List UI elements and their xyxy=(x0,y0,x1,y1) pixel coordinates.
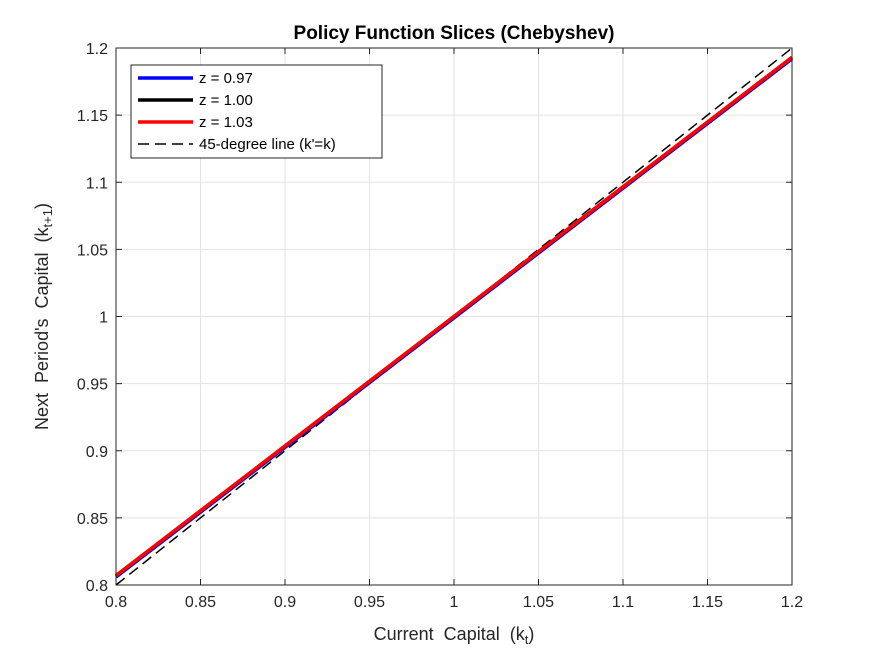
x-tick-label: 1.05 xyxy=(523,594,554,611)
x-tick-label: 0.85 xyxy=(185,594,216,611)
x-tick-label: 0.95 xyxy=(354,594,385,611)
y-tick-label: 1.1 xyxy=(86,175,108,192)
x-axis-label-subscript: t xyxy=(525,632,529,647)
y-axis-label: Next Period's Capital (kt+1) xyxy=(32,203,55,430)
y-axis-label-subscript: t+1 xyxy=(40,209,55,227)
legend-label: z = 0.97 xyxy=(199,70,253,87)
legend-label: z = 1.03 xyxy=(199,114,253,131)
x-axis-label-close: ) xyxy=(528,624,534,644)
series-lines xyxy=(114,47,794,586)
y-axis-label-main: Next Period's Capital (k xyxy=(32,226,52,430)
x-tick-label: 1.1 xyxy=(612,594,634,611)
x-tick-label: 1.15 xyxy=(692,594,723,611)
x-axis-label: Current Capital (kt) xyxy=(374,624,535,647)
chart-title: Policy Function Slices (Chebyshev) xyxy=(294,23,615,44)
y-tick-label: 0.95 xyxy=(77,377,108,394)
axis-ticks: 0.8 0.85 0.9 0.95 1 1.05 1.1 1.15 1.2 0.8 0.85 0.9 0… xyxy=(77,41,803,611)
y-tick-label: 0.85 xyxy=(77,511,108,528)
x-tick-label: 1.2 xyxy=(781,594,803,611)
y-axis-label-close: ) xyxy=(32,203,52,209)
legend: z = 0.97 z = 1.00 z = 1.03 45-degree line (… xyxy=(130,64,383,159)
x-tick-label: 1 xyxy=(450,594,459,611)
y-tick-label: 1.05 xyxy=(77,242,108,259)
series-line-z-103 xyxy=(114,56,794,577)
y-tick-label: 1.15 xyxy=(77,108,108,125)
y-tick-label: 0.9 xyxy=(86,444,108,461)
y-tick-label: 1 xyxy=(99,310,108,327)
x-tick-label: 0.9 xyxy=(274,594,296,611)
x-axis-label-main: Current Capital (k xyxy=(374,624,526,644)
legend-label: z = 1.00 xyxy=(199,92,253,109)
y-tick-label: 0.8 xyxy=(86,578,108,595)
legend-label: 45-degree line (k'=k) xyxy=(199,136,336,153)
x-tick-label: 0.8 xyxy=(105,594,127,611)
legend-box xyxy=(130,64,383,159)
y-tick-label: 1.2 xyxy=(86,41,108,58)
